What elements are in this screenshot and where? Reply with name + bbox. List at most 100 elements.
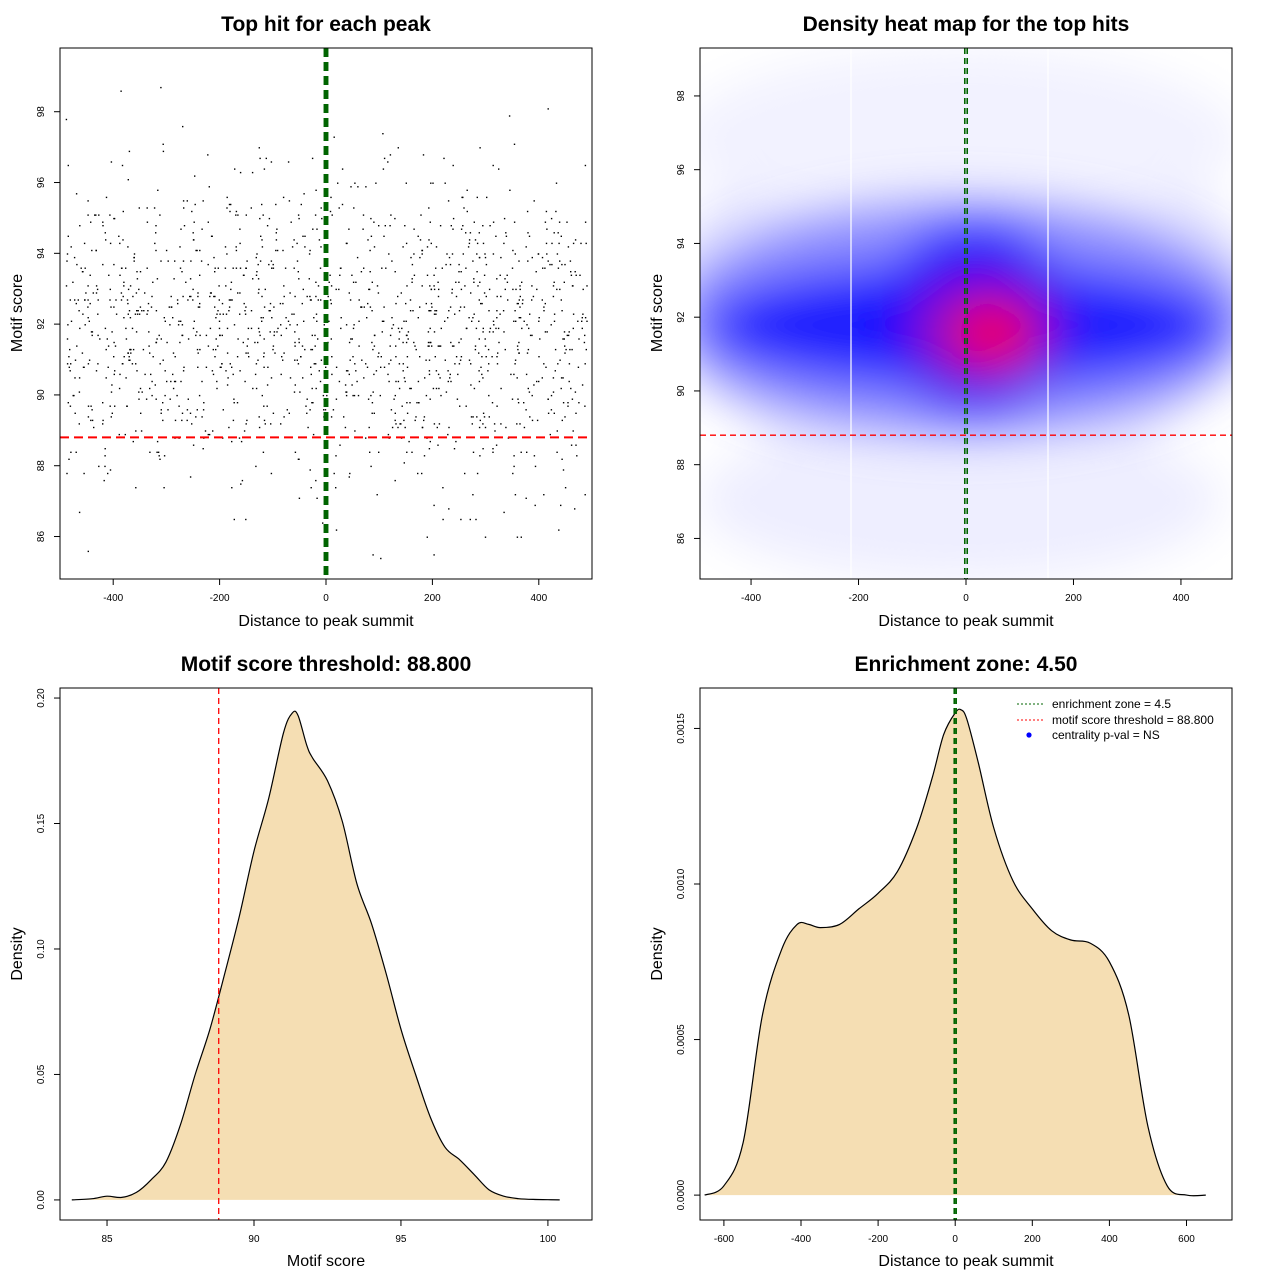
scatter-point bbox=[122, 239, 124, 241]
scatter-point bbox=[417, 317, 419, 319]
scatter-point bbox=[373, 345, 376, 347]
scatter-point bbox=[439, 345, 442, 347]
scatter-point bbox=[124, 433, 126, 436]
scatter-point bbox=[239, 313, 241, 315]
scatter-point bbox=[379, 394, 381, 397]
scatter-point bbox=[83, 242, 86, 245]
scatter-point bbox=[231, 487, 233, 489]
scatter-point bbox=[113, 263, 115, 266]
scatter-point bbox=[514, 310, 516, 312]
scatter-point bbox=[348, 476, 350, 478]
scatter-point bbox=[496, 278, 498, 280]
scatter-point bbox=[458, 263, 460, 266]
scatter-point bbox=[221, 302, 224, 305]
scatter-point bbox=[298, 338, 300, 340]
scatter-point bbox=[335, 398, 338, 400]
scatter-point bbox=[180, 320, 182, 322]
scatter-point bbox=[174, 260, 176, 262]
scatter-point bbox=[250, 327, 253, 330]
scatter-point bbox=[107, 472, 109, 475]
scatter-point bbox=[378, 225, 380, 227]
scatter-point bbox=[209, 327, 212, 330]
scatter-point bbox=[327, 295, 329, 298]
scatter-point bbox=[270, 377, 273, 379]
scatter-point bbox=[288, 200, 291, 202]
scatter-point bbox=[133, 260, 135, 262]
scatter-point bbox=[109, 469, 112, 471]
scatter-point bbox=[349, 472, 351, 475]
scatter-point bbox=[178, 320, 180, 322]
scatter-point bbox=[119, 242, 121, 245]
scatter-point bbox=[119, 274, 121, 276]
scatter-point bbox=[430, 182, 432, 184]
scatter-point bbox=[445, 263, 447, 266]
scatter-point bbox=[505, 426, 507, 429]
scatter-point bbox=[503, 217, 506, 220]
scatter-point bbox=[314, 345, 316, 347]
scatter-point bbox=[147, 310, 149, 312]
scatter-point bbox=[255, 465, 257, 468]
scatter-point bbox=[248, 356, 250, 358]
scatter-point bbox=[488, 416, 490, 418]
scatter-point bbox=[111, 384, 113, 386]
scatter-point bbox=[302, 377, 304, 379]
scatter-point bbox=[297, 363, 300, 365]
scatter-point bbox=[388, 253, 390, 255]
scatter-point bbox=[335, 487, 337, 489]
scatter-point bbox=[139, 306, 142, 308]
scatter-point bbox=[105, 196, 108, 199]
scatter-point bbox=[163, 317, 165, 319]
scatter-point bbox=[460, 338, 462, 340]
scatter-y-tick-label: 92 bbox=[36, 318, 47, 330]
scatter-point bbox=[73, 256, 76, 259]
scatter-point bbox=[261, 394, 263, 397]
scatter-point bbox=[259, 217, 261, 220]
scatter-point bbox=[458, 310, 461, 312]
scatter-point bbox=[263, 405, 265, 407]
scatter-point bbox=[428, 310, 430, 312]
scatter-point bbox=[239, 292, 241, 294]
scatter-point bbox=[502, 310, 505, 312]
heatmap-title: Density heat map for the top hits bbox=[803, 13, 1130, 36]
scatter-point bbox=[129, 359, 131, 361]
scatter-point bbox=[458, 363, 461, 365]
scatter-point bbox=[120, 292, 123, 294]
scatter-point bbox=[463, 207, 465, 209]
scatter-point bbox=[553, 320, 556, 322]
scatter-point bbox=[525, 246, 527, 248]
scatter-point bbox=[347, 370, 349, 372]
scatter-point bbox=[263, 338, 265, 340]
scatter-point bbox=[90, 419, 92, 422]
scatter-point bbox=[478, 380, 481, 383]
scatter-point bbox=[254, 341, 256, 344]
scatter-point bbox=[557, 267, 560, 269]
scatter-point bbox=[526, 210, 529, 213]
scatter-point bbox=[309, 409, 311, 411]
scatter-point bbox=[272, 348, 274, 351]
scatter-point bbox=[272, 263, 274, 266]
scatter-point bbox=[214, 267, 216, 269]
scatter-point bbox=[394, 394, 396, 397]
scatter-point bbox=[230, 299, 232, 301]
scatter-point bbox=[110, 416, 112, 418]
scatter-point bbox=[245, 518, 247, 521]
scatter-point bbox=[371, 281, 373, 283]
scatter-point bbox=[304, 235, 306, 237]
distance-density-y-tick-label: 0.0005 bbox=[676, 1024, 687, 1055]
scatter-point bbox=[492, 451, 494, 453]
scatter-point bbox=[504, 288, 506, 291]
scatter-point bbox=[383, 306, 385, 308]
scatter-point bbox=[277, 327, 279, 330]
scatter-point bbox=[369, 451, 371, 453]
scatter-point bbox=[527, 260, 529, 262]
distance-density-x-tick-label: -200 bbox=[868, 1234, 888, 1245]
scatter-point bbox=[201, 416, 203, 418]
scatter-point bbox=[315, 313, 318, 315]
scatter-point bbox=[508, 115, 511, 117]
scatter-point bbox=[505, 235, 508, 237]
scatter-point bbox=[172, 317, 174, 319]
scatter-point bbox=[330, 196, 332, 199]
scatter-point bbox=[80, 267, 82, 269]
scatter-point bbox=[514, 363, 516, 365]
